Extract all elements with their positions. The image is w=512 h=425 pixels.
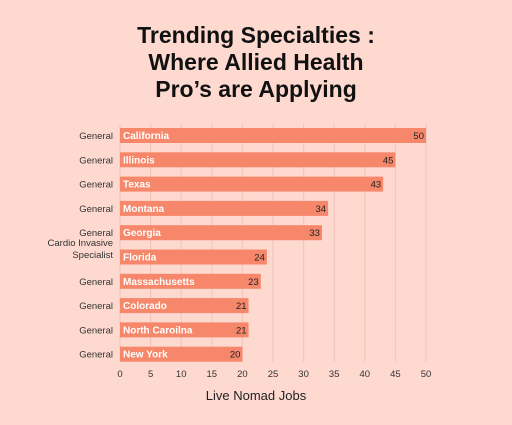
bar: [120, 200, 329, 216]
bar-value-label: 34: [316, 204, 327, 215]
bar: [120, 176, 384, 192]
bar-value-label: 45: [383, 155, 394, 166]
source-label: Live Nomad Jobs: [205, 388, 307, 403]
category-label: General: [79, 180, 113, 191]
x-tick-label: 35: [329, 369, 340, 380]
bar-state-label: Florida: [123, 253, 157, 264]
x-tick-label: 15: [207, 369, 218, 380]
bar-state-label: North Caroilna: [123, 325, 193, 336]
bar: [120, 152, 396, 168]
bar: [120, 128, 426, 143]
category-label: General: [79, 131, 113, 142]
bar-state-label: California: [123, 131, 170, 142]
category-label: General: [79, 204, 113, 215]
x-tick-label: 5: [148, 369, 153, 380]
chart-title-line: Pro’s are Applying: [155, 76, 357, 102]
category-label: General: [79, 228, 113, 239]
bar: [120, 249, 267, 265]
bar-value-label: 33: [309, 228, 320, 239]
bar: [120, 346, 243, 362]
bar: [120, 273, 261, 289]
x-tick-label: 30: [298, 369, 309, 380]
x-tick-label: 50: [421, 369, 432, 380]
x-tick-label: 40: [360, 369, 371, 380]
category-label: Cardio Invasive: [48, 238, 113, 249]
bar: [120, 322, 249, 338]
bar-state-label: New York: [123, 350, 168, 361]
bar: [120, 298, 249, 314]
bar-value-label: 21: [236, 325, 247, 336]
bar-value-label: 50: [413, 131, 424, 142]
bar-value-label: 43: [371, 180, 382, 191]
category-label: General: [79, 155, 113, 166]
bar-value-label: 21: [236, 301, 247, 312]
bar-state-label: Texas: [123, 180, 151, 191]
bar-state-label: Illinois: [123, 155, 155, 166]
x-tick-label: 45: [390, 369, 401, 380]
category-label: General: [79, 325, 113, 336]
x-tick-label: 20: [237, 369, 248, 380]
x-tick-label: 10: [176, 369, 187, 380]
chart-title: Trending Specialties : Where Allied Heal…: [0, 22, 512, 103]
chart-title-line: Where Allied Health: [148, 49, 364, 75]
category-label: General: [79, 301, 113, 312]
bar-value-label: 24: [254, 253, 265, 264]
category-label: Specialist: [72, 250, 113, 261]
bar-state-label: Colorado: [123, 301, 167, 312]
bar-value-label: 23: [248, 277, 259, 288]
bar-state-label: Georgia: [123, 228, 161, 239]
bar: [120, 225, 322, 241]
x-tick-label: 25: [268, 369, 279, 380]
category-label: General: [79, 350, 113, 361]
bar-value-label: 20: [230, 350, 241, 361]
category-label: General: [79, 277, 113, 288]
bar-state-label: Massachusetts: [123, 277, 195, 288]
x-tick-label: 0: [117, 369, 122, 380]
chart-title-line: Trending Specialties :: [137, 22, 375, 48]
bar-state-label: Montana: [123, 204, 165, 215]
